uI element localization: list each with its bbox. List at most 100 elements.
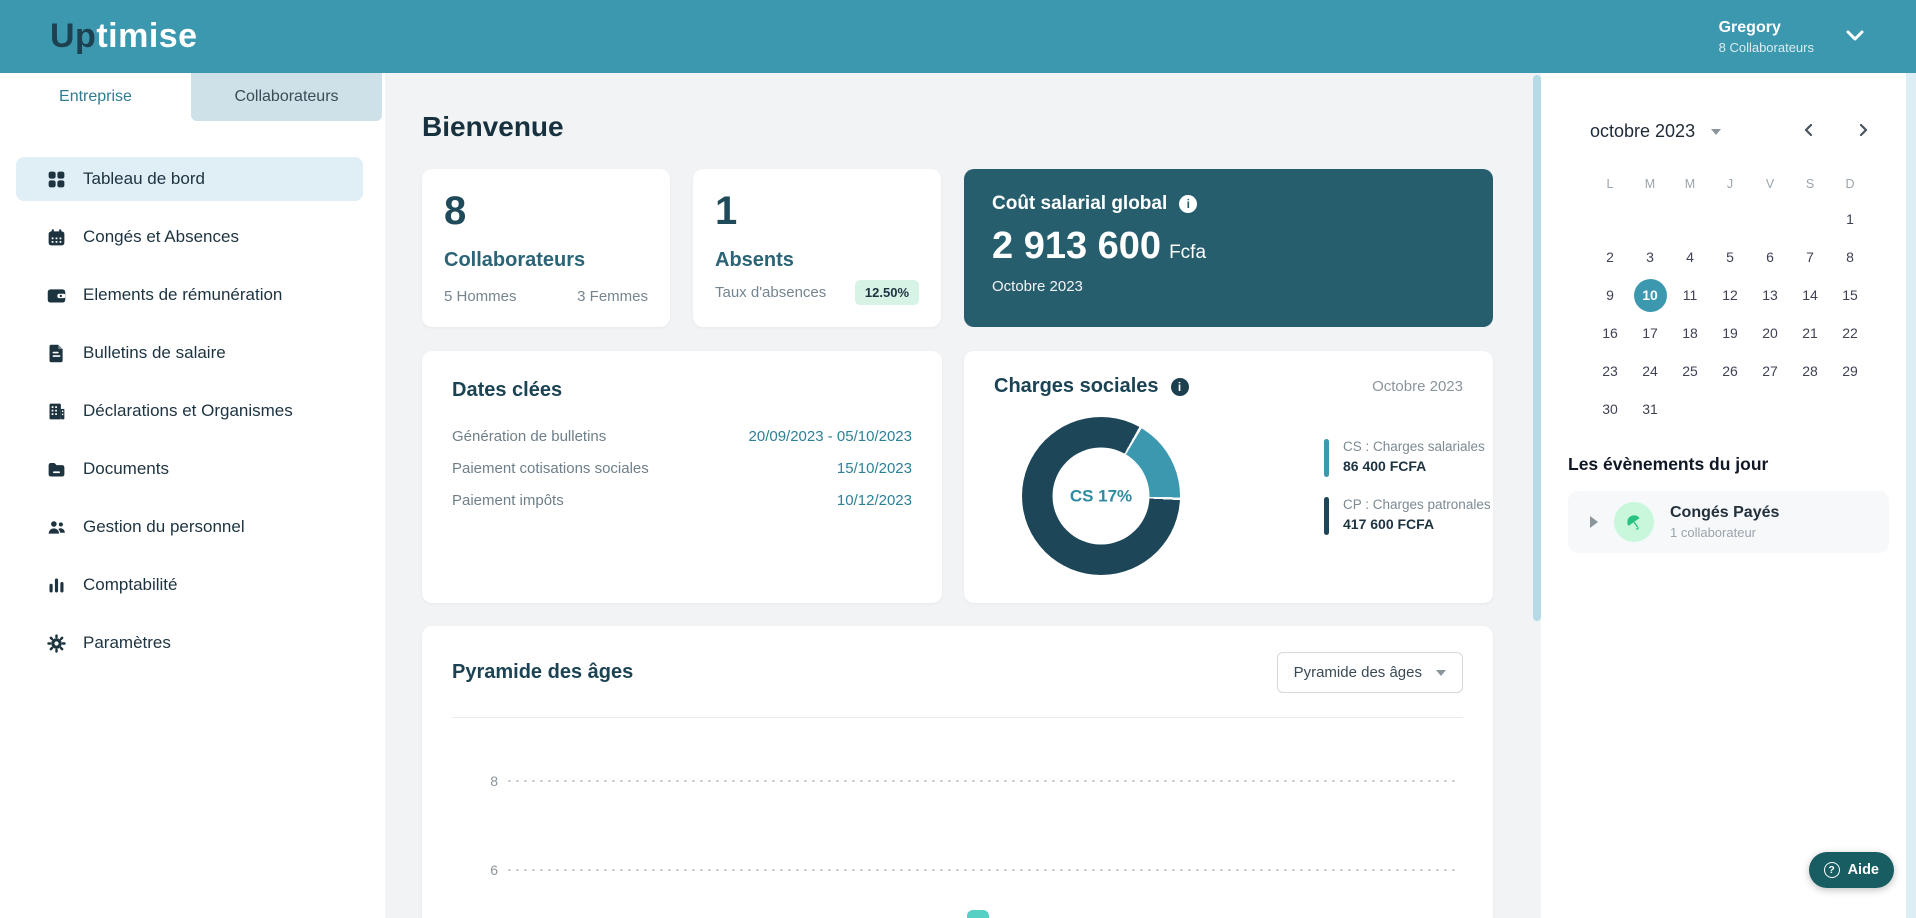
sidebar-item-label: Déclarations et Organismes <box>83 401 293 420</box>
calendar-date-29[interactable]: 29 <box>1842 363 1858 379</box>
calendar-selected-date[interactable]: 10 <box>1633 278 1667 312</box>
collaborators-label: Collaborateurs <box>444 249 586 271</box>
calendar-date-19[interactable]: 19 <box>1722 325 1738 341</box>
tab-entreprise[interactable]: Entreprise <box>0 73 191 121</box>
absence-rate-badge: 12.50% <box>854 280 919 305</box>
calendar-date-5[interactable]: 5 <box>1726 249 1734 265</box>
event-title: Congés Payés <box>1670 504 1780 521</box>
sidebar-item-documents[interactable]: Documents <box>16 447 363 491</box>
chart-icon <box>46 575 67 596</box>
calendar-date-12[interactable]: 12 <box>1722 287 1738 303</box>
next-month-button[interactable] <box>1854 121 1872 142</box>
sidebar-item-conges-absences[interactable]: Congés et Absences <box>16 215 363 259</box>
sidebar-item-parametres[interactable]: Paramètres <box>16 621 363 665</box>
event-item-conges-payes[interactable]: Congés Payés 1 collaborateur <box>1568 491 1889 553</box>
prev-month-button[interactable] <box>1800 121 1818 142</box>
sidebar-item-elements-remuneration[interactable]: Elements de rémunération <box>16 273 363 317</box>
calendar-date-23[interactable]: 23 <box>1602 363 1618 379</box>
page-scrollbar[interactable] <box>1906 73 1916 918</box>
chevron-right-icon <box>1856 123 1870 140</box>
sidebar-item-label: Paramètres <box>83 633 171 652</box>
calendar-date-17[interactable]: 17 <box>1642 325 1658 341</box>
calendar-day-header: M <box>1684 177 1696 191</box>
absents-count: 1 <box>715 189 738 233</box>
social-charges-title: Charges sociales <box>994 375 1159 397</box>
info-icon[interactable]: i <box>1179 195 1198 213</box>
chart-type-dropdown[interactable]: Pyramide des âges <box>1276 652 1463 693</box>
calendar-day-header: V <box>1765 177 1775 191</box>
calendar-date-9[interactable]: 9 <box>1606 287 1614 303</box>
charges-legend: CS : Charges salariales 86 400 FCFA CP : C… <box>1324 439 1491 535</box>
key-date-value: 15/10/2023 <box>836 460 912 477</box>
age-pyramid-card: Pyramide des âges Pyramide des âges 8 6 <box>422 626 1493 918</box>
pyramid-bar <box>967 910 989 918</box>
calendar-date-15[interactable]: 15 <box>1842 287 1858 303</box>
sidebar-item-comptabilite[interactable]: Comptabilité <box>16 563 363 607</box>
legend-item: CP : Charges patronales 417 600 FCFA <box>1324 497 1491 535</box>
sidebar-item-tableau-de-bord[interactable]: Tableau de bord <box>16 157 363 201</box>
calendar-date-3[interactable]: 3 <box>1646 249 1654 265</box>
main-content: Bienvenue 8 Collaborateurs 5 Hommes 3 Fe… <box>385 73 1541 918</box>
sidebar-item-label: Bulletins de salaire <box>83 343 226 362</box>
calendar-date-6[interactable]: 6 <box>1766 249 1774 265</box>
calendar-date-20[interactable]: 20 <box>1762 325 1778 341</box>
caret-down-icon <box>1711 128 1722 135</box>
key-date-value: 20/09/2023 - 05/10/2023 <box>748 428 912 445</box>
calendar-date-8[interactable]: 8 <box>1846 249 1854 265</box>
global-cost-period: Octobre 2023 <box>992 278 1083 295</box>
calendar-date-1[interactable]: 1 <box>1846 211 1854 227</box>
main-scrollbar-thumb[interactable] <box>1533 75 1541 621</box>
help-button[interactable]: ? Aide <box>1808 852 1894 888</box>
calendar-day-header: J <box>1726 177 1734 191</box>
calendar-date-21[interactable]: 21 <box>1802 325 1818 341</box>
calendar-date-10[interactable]: 10 <box>1630 276 1670 314</box>
legend-color-bar <box>1324 439 1329 477</box>
page-title: Bienvenue <box>422 111 564 142</box>
sidebar-item-gestion-personnel[interactable]: Gestion du personnel <box>16 505 363 549</box>
calendar-date-26[interactable]: 26 <box>1722 363 1738 379</box>
social-charges-card: Charges sociales i Octobre 2023 CS 17% C… <box>964 351 1493 603</box>
calendar-date-4[interactable]: 4 <box>1686 249 1694 265</box>
expand-arrow-icon[interactable] <box>1590 516 1598 528</box>
info-icon[interactable]: i <box>1170 377 1189 396</box>
key-date-row: Paiement cotisations sociales 15/10/2023 <box>452 460 912 477</box>
sidebar-item-label: Documents <box>83 459 169 478</box>
collaborators-count: 8 <box>444 189 467 233</box>
calendar-date-11[interactable]: 11 <box>1682 287 1698 303</box>
calendar-empty-cell <box>1590 200 1630 238</box>
calendar-date-13[interactable]: 13 <box>1762 287 1778 303</box>
calendar-date-22[interactable]: 22 <box>1842 325 1858 341</box>
calendar-date-25[interactable]: 25 <box>1682 363 1698 379</box>
logo-up: Up <box>50 17 97 55</box>
calendar-date-27[interactable]: 27 <box>1762 363 1778 379</box>
key-date-row: Paiement impôts 10/12/2023 <box>452 492 912 509</box>
calendar-day-header: S <box>1805 177 1815 191</box>
logo-rest: timise <box>96 17 198 55</box>
calendar-date-31[interactable]: 31 <box>1642 401 1658 417</box>
tab-collaborateurs[interactable]: Collaborateurs <box>191 73 382 121</box>
chart-type-value: Pyramide des âges <box>1293 664 1422 681</box>
legend-label: CS : Charges salariales <box>1343 439 1485 454</box>
calendar-date-18[interactable]: 18 <box>1682 325 1698 341</box>
calendar-date-14[interactable]: 14 <box>1802 287 1818 303</box>
sidebar-nav: Tableau de bord Congés et Absences Element… <box>0 157 385 665</box>
user-menu[interactable]: Gregory 8 Collaborateurs <box>1719 19 1864 55</box>
calendar-empty-cell <box>1670 200 1710 238</box>
stats-row: 8 Collaborateurs 5 Hommes 3 Femmes 1 Abs… <box>422 169 1493 327</box>
calendar-empty-cell <box>1830 390 1870 428</box>
calendar-date-24[interactable]: 24 <box>1642 363 1658 379</box>
calendar-date-28[interactable]: 28 <box>1802 363 1818 379</box>
sidebar-item-declarations-organismes[interactable]: Déclarations et Organismes <box>16 389 363 433</box>
sidebar-item-bulletins-salaire[interactable]: Bulletins de salaire <box>16 331 363 375</box>
sidebar-item-label: Elements de rémunération <box>83 285 283 304</box>
calendar-empty-cell <box>1710 390 1750 428</box>
events-title: Les évènements du jour <box>1568 454 1769 474</box>
calendar-date-2[interactable]: 2 <box>1606 249 1614 265</box>
sidebar: Entreprise Collaborateurs Tableau de bor… <box>0 73 385 918</box>
legend-color-bar <box>1324 497 1329 535</box>
calendar-date-16[interactable]: 16 <box>1602 325 1618 341</box>
calendar-date-30[interactable]: 30 <box>1602 401 1618 417</box>
people-icon <box>46 517 67 538</box>
calendar-date-7[interactable]: 7 <box>1806 249 1814 265</box>
month-selector[interactable]: octobre 2023 <box>1590 121 1722 142</box>
